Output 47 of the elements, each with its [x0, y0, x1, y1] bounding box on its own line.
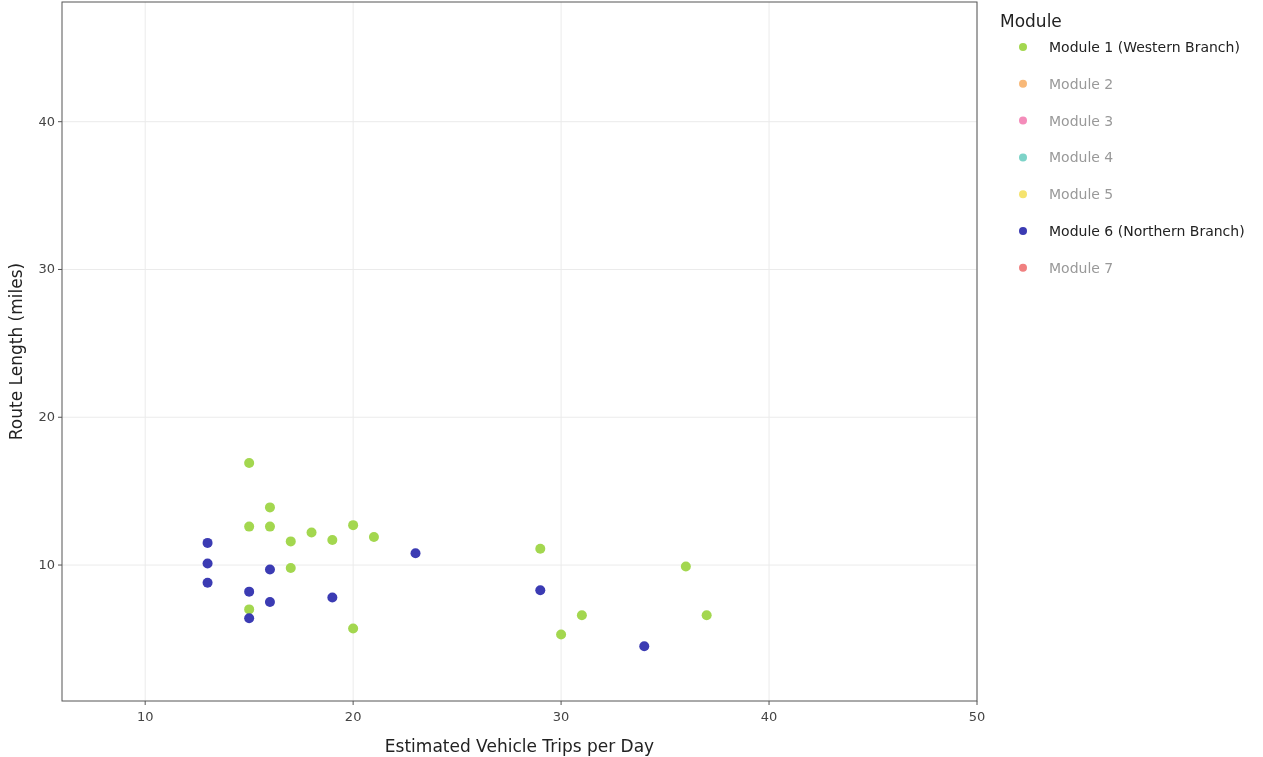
x-tick-label: 20: [344, 709, 362, 724]
point: [327, 534, 338, 545]
y-tick-label: 40: [38, 113, 55, 129]
x-tick-label: 40: [760, 709, 778, 724]
point: [244, 586, 255, 597]
point: [306, 527, 317, 538]
point: [244, 613, 255, 624]
point: [410, 548, 421, 559]
legend-label: Module 6 (Northern Branch): [1049, 223, 1245, 239]
legend-label: Module 4: [1049, 149, 1114, 166]
point: [368, 531, 379, 542]
point: [264, 564, 275, 575]
point: [535, 543, 546, 554]
y-tick-label: 30: [38, 261, 55, 277]
legend-label: Module 1 (Western Branch): [1049, 39, 1240, 55]
y-axis-title: Route Length (miles): [6, 262, 26, 441]
legend-title: Module: [1000, 11, 1062, 31]
point: [244, 458, 255, 469]
point: [264, 502, 275, 513]
point: [202, 577, 213, 588]
point: [348, 623, 359, 634]
x-axis-title: Estimated Vehicle Trips per Day: [384, 736, 655, 756]
y-tick-label: 20: [38, 409, 55, 425]
point: [202, 558, 213, 569]
legend-label: Module 5: [1049, 186, 1114, 203]
point: [348, 520, 359, 531]
x-tick-label: 50: [968, 709, 986, 724]
point: [264, 596, 275, 607]
point: [701, 610, 712, 621]
point: [327, 592, 338, 603]
point: [244, 604, 255, 615]
point: [264, 521, 275, 532]
y-tick-label: 10: [38, 557, 55, 573]
point: [285, 563, 296, 573]
point: [556, 629, 567, 640]
x-tick-label: 10: [136, 709, 154, 724]
legend-label: Module 2: [1049, 75, 1114, 92]
point: [680, 561, 691, 572]
point: [535, 585, 546, 596]
x-tick-label: 30: [552, 709, 570, 724]
legend-label: Module 7: [1049, 259, 1114, 276]
legend-label: Module 3: [1049, 112, 1114, 129]
point: [285, 536, 296, 547]
point: [576, 610, 587, 621]
point: [639, 641, 650, 652]
point: [244, 521, 255, 532]
point: [202, 537, 213, 548]
